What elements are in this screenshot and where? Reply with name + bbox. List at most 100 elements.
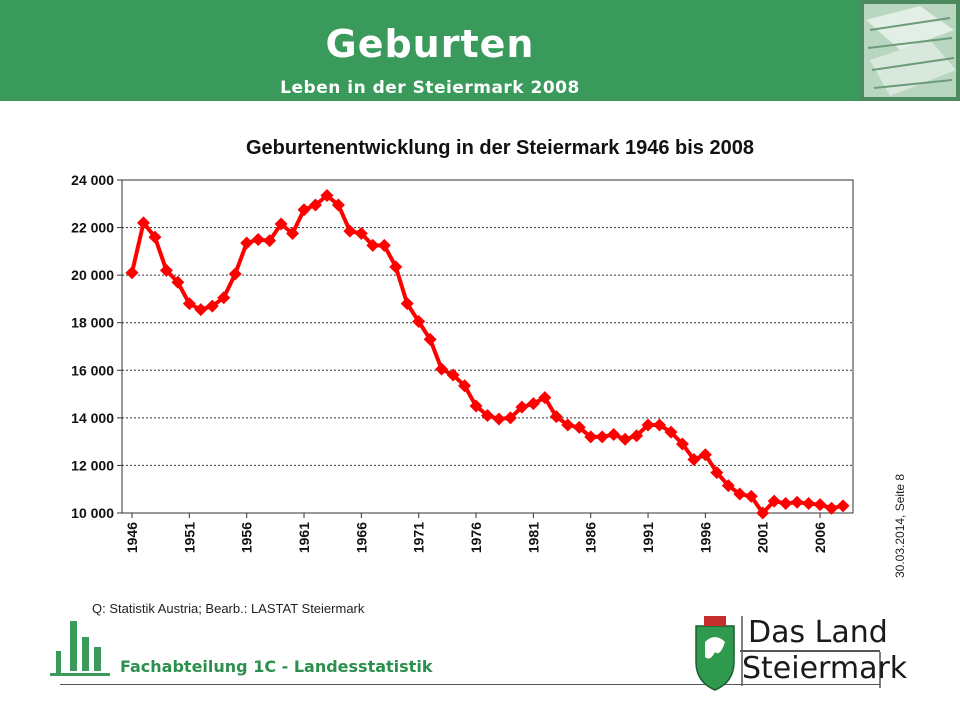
data-point-marker xyxy=(710,466,724,480)
data-point-marker xyxy=(182,297,196,311)
y-axis-ticks: 10 000 12 000 14 000 16 000 18 000 20 000 22 0… xyxy=(71,172,122,521)
data-point-marker xyxy=(125,266,139,280)
data-point-marker xyxy=(572,420,586,434)
data-point-marker xyxy=(756,506,770,520)
logo-text-steiermark: Steiermark xyxy=(742,651,908,686)
x-tick-label: 1956 xyxy=(239,522,255,553)
steiermark-coat-of-arms-icon xyxy=(695,616,881,691)
x-tick-label: 1981 xyxy=(525,522,541,553)
data-point-marker xyxy=(400,297,414,311)
chart-title: Geburtenentwicklung in der Steiermark 19… xyxy=(246,137,754,159)
y-tick-label: 20 000 xyxy=(71,267,114,283)
data-point-marker xyxy=(446,368,460,382)
y-tick-label: 24 000 xyxy=(71,172,114,188)
date-page-note: 30.03.2014, Seite 8 xyxy=(893,473,907,578)
data-point-marker xyxy=(286,227,300,241)
data-point-marker xyxy=(584,430,598,444)
y-tick-label: 14 000 xyxy=(71,410,114,426)
data-point-marker xyxy=(331,198,345,212)
y-tick-label: 12 000 xyxy=(71,457,114,473)
header-banner: Geburten Leben in der Steiermark 2008 xyxy=(0,0,860,101)
y-tick-label: 18 000 xyxy=(71,315,114,331)
data-point-marker xyxy=(492,412,506,426)
data-point-marker xyxy=(469,399,483,413)
data-point-marker xyxy=(687,452,701,466)
data-point-marker xyxy=(205,299,219,313)
x-tick-label: 1976 xyxy=(468,522,484,553)
data-point-marker xyxy=(630,429,644,443)
x-tick-label: 1961 xyxy=(296,522,312,553)
data-point-marker xyxy=(802,496,816,510)
data-point-marker xyxy=(721,479,735,493)
data-point-marker xyxy=(435,362,449,376)
data-point-marker xyxy=(653,418,667,432)
data-point-marker xyxy=(813,498,827,512)
data-point-marker xyxy=(641,418,655,432)
x-tick-label: 1986 xyxy=(583,522,599,553)
x-axis-ticks: 1946 1951 1956 1961 1966 1971 1976 1981 1986 1991… xyxy=(124,513,828,553)
landesstatistik-logo-icon xyxy=(50,621,110,676)
source-note: Q: Statistik Austria; Bearb.: LASTAT Ste… xyxy=(92,601,365,616)
data-point-marker xyxy=(263,234,277,248)
logo-text-das-land: Das Land xyxy=(748,615,888,650)
data-point-marker xyxy=(549,410,563,424)
series-births xyxy=(125,188,850,520)
x-tick-label: 1951 xyxy=(181,522,197,553)
y-tick-label: 16 000 xyxy=(71,362,114,378)
data-point-marker xyxy=(825,501,839,515)
data-point-marker xyxy=(377,238,391,252)
data-point-marker xyxy=(698,448,712,462)
department-label: Fachabteilung 1C - Landesstatistik xyxy=(120,657,433,676)
data-point-marker xyxy=(664,425,678,439)
data-point-marker xyxy=(561,418,575,432)
data-point-marker xyxy=(675,437,689,451)
data-point-marker xyxy=(148,230,162,244)
data-point-marker xyxy=(320,188,334,202)
y-tick-label: 22 000 xyxy=(71,220,114,236)
data-point-marker xyxy=(423,332,437,346)
x-tick-label: 2006 xyxy=(812,522,828,553)
x-tick-label: 1966 xyxy=(353,522,369,553)
data-point-marker xyxy=(159,263,173,277)
data-point-marker xyxy=(136,216,150,230)
data-point-marker xyxy=(228,267,242,281)
page-title: Geburten xyxy=(325,22,535,66)
data-point-marker xyxy=(194,303,208,317)
data-point-marker xyxy=(412,315,426,329)
data-point-marker xyxy=(607,428,621,442)
y-tick-label: 10 000 xyxy=(71,505,114,521)
data-point-marker xyxy=(595,430,609,444)
data-point-marker xyxy=(733,487,747,501)
data-point-marker xyxy=(171,275,185,289)
decorative-banner-image xyxy=(860,0,960,101)
x-tick-label: 1996 xyxy=(697,522,713,553)
data-point-marker xyxy=(836,499,850,513)
data-point-marker xyxy=(274,217,288,231)
data-point-marker xyxy=(744,489,758,503)
data-point-marker xyxy=(790,495,804,509)
data-point-marker xyxy=(526,397,540,411)
data-point-marker xyxy=(503,411,517,425)
data-point-marker xyxy=(297,203,311,217)
x-tick-label: 1971 xyxy=(411,522,427,553)
data-point-marker xyxy=(251,232,265,246)
data-point-marker xyxy=(458,379,472,393)
data-point-marker xyxy=(343,224,357,238)
x-tick-label: 1991 xyxy=(640,522,656,553)
grid-lines xyxy=(122,227,853,466)
data-point-marker xyxy=(538,391,552,405)
data-point-marker xyxy=(389,260,403,274)
data-point-marker xyxy=(217,291,231,305)
x-tick-label: 2001 xyxy=(755,522,771,553)
data-point-marker xyxy=(515,400,529,414)
x-tick-label: 1946 xyxy=(124,522,140,553)
data-point-marker xyxy=(240,236,254,250)
data-point-marker xyxy=(779,496,793,510)
data-point-marker xyxy=(618,432,632,446)
page-subtitle: Leben in der Steiermark 2008 xyxy=(280,78,580,98)
data-point-marker xyxy=(481,408,494,422)
data-point-marker xyxy=(354,227,368,241)
data-point-marker xyxy=(366,238,380,252)
data-point-marker xyxy=(767,494,781,508)
